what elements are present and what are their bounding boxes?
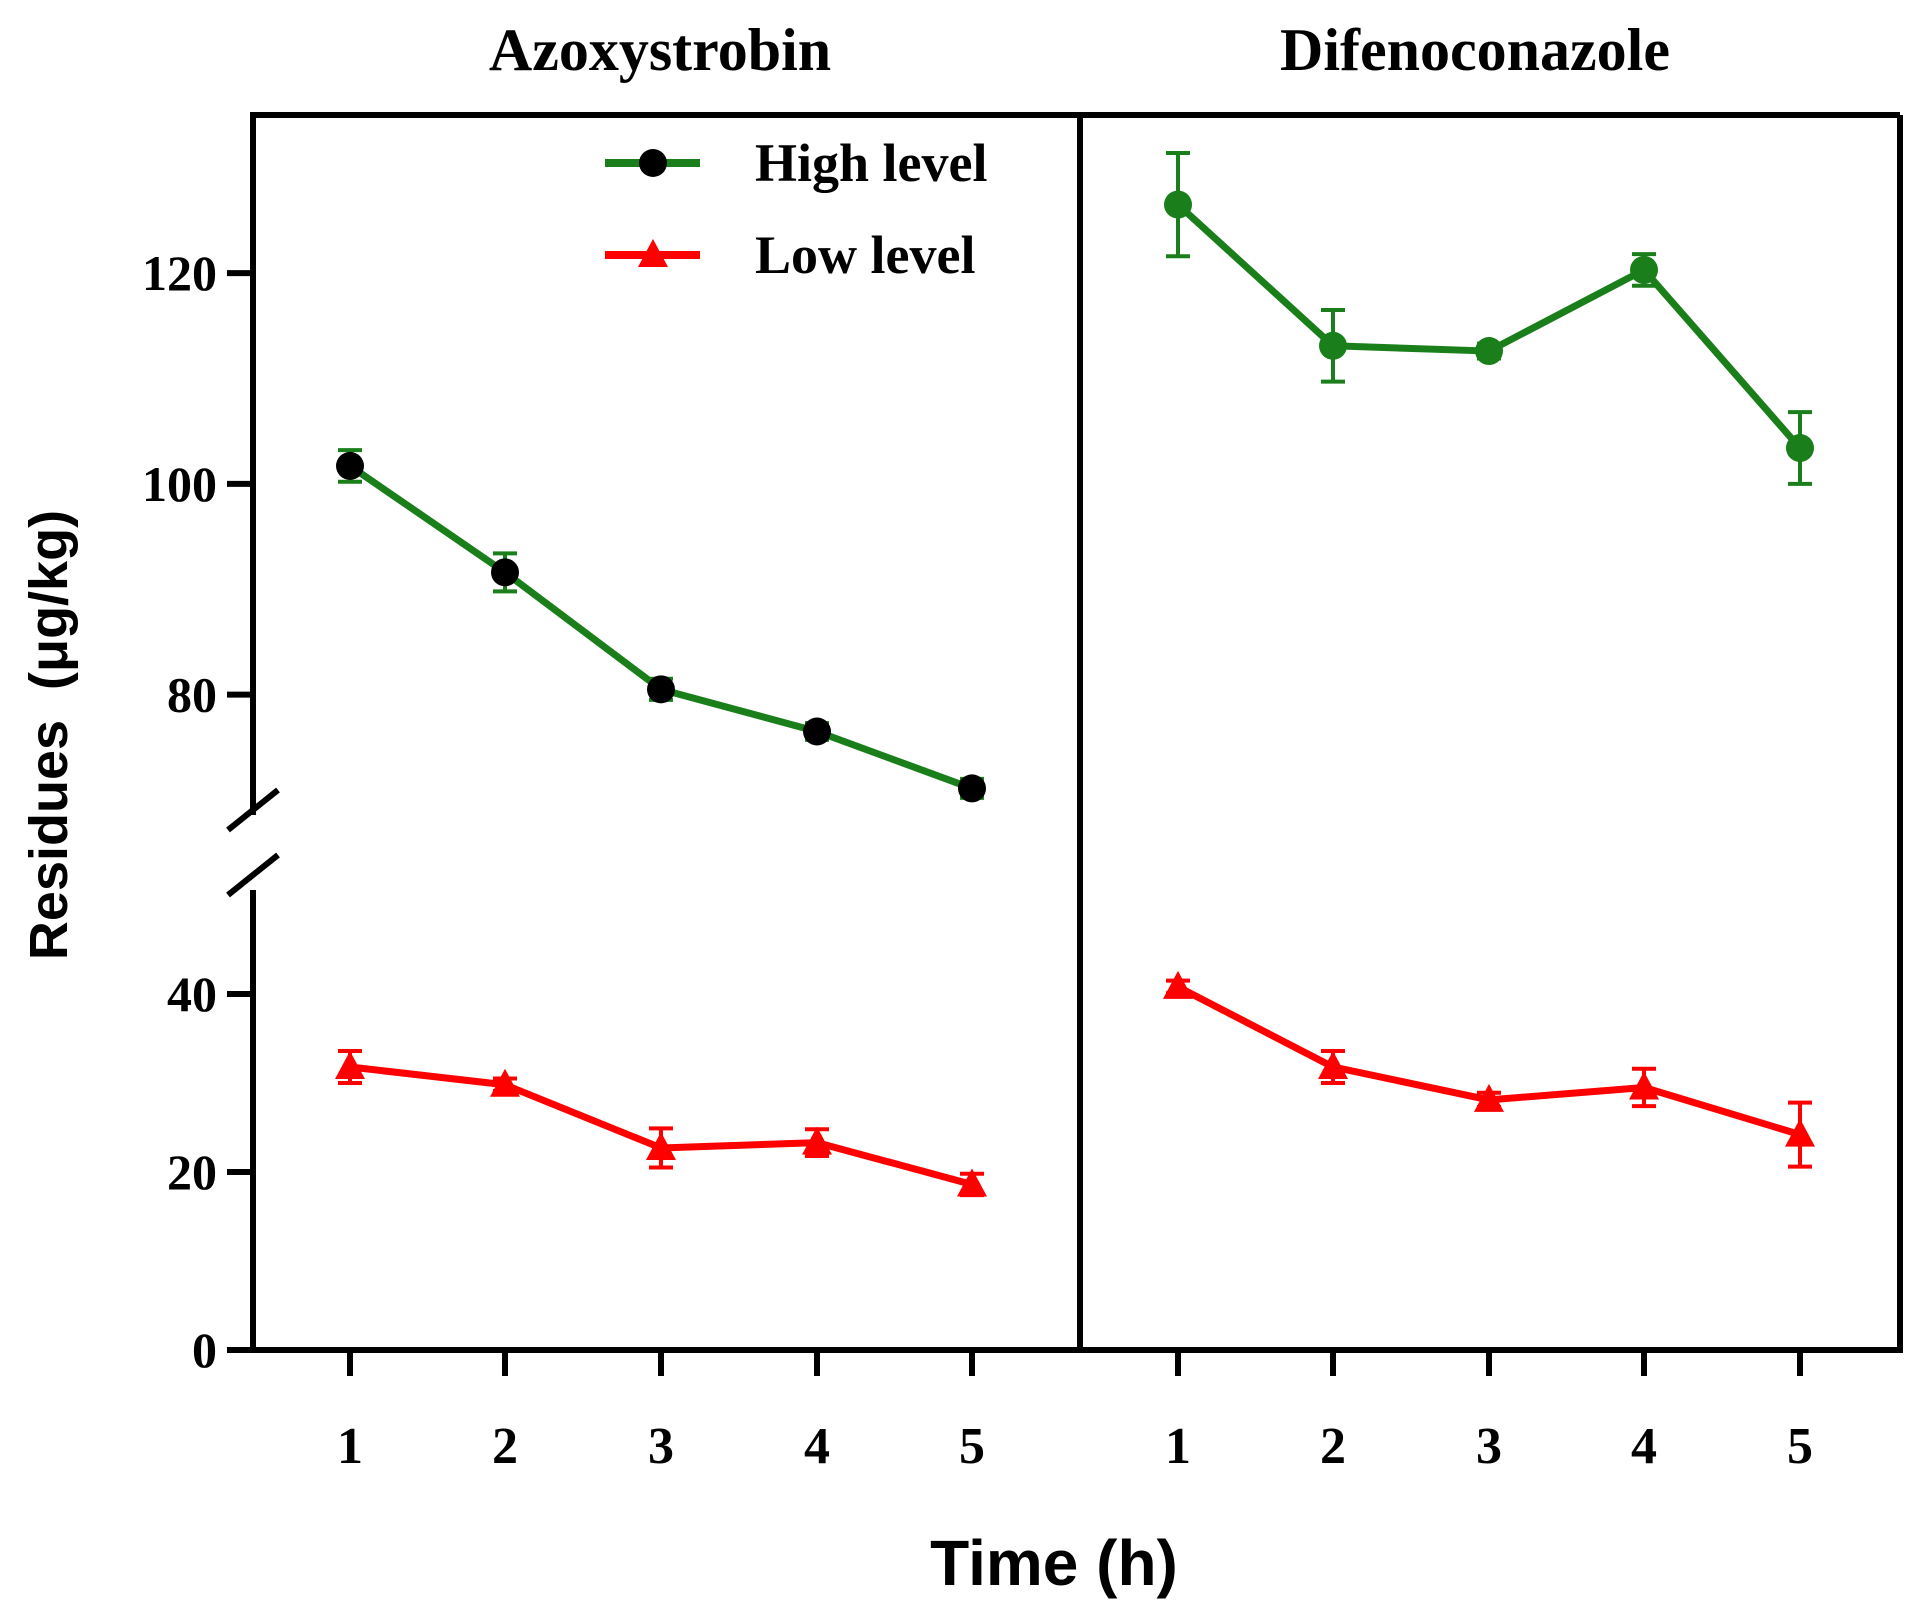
data-point xyxy=(1474,1083,1504,1112)
legend-marker-0 xyxy=(639,149,667,177)
plot-frame xyxy=(250,112,1903,1353)
series-1-low xyxy=(335,1048,987,1198)
x-axis-label: Time (h) xyxy=(930,1527,1178,1599)
y-tick-label-40: 40 xyxy=(167,966,217,1022)
legend: High level Low level xyxy=(605,133,987,285)
data-point xyxy=(957,1168,987,1197)
legend-label-1: Low level xyxy=(755,225,975,285)
x-tick-label-2-2: 2 xyxy=(1320,1418,1346,1475)
break-mark-upper xyxy=(226,787,280,833)
series-line xyxy=(1175,201,1803,451)
data-point xyxy=(335,1050,365,1079)
x-tick-label-2-1: 1 xyxy=(1165,1418,1191,1475)
data-point xyxy=(646,1131,676,1160)
data-point xyxy=(1786,434,1814,463)
data-point xyxy=(1319,331,1347,360)
y-axis-ticks: 0 20 40 80 100 120 xyxy=(142,245,253,1378)
x-tick-label-1-1: 1 xyxy=(337,1418,363,1475)
data-point xyxy=(1475,337,1503,366)
panel-title-1: Azoxystrobin xyxy=(489,17,831,83)
data-point xyxy=(336,451,364,480)
x-tick-label-1-3: 3 xyxy=(648,1418,674,1475)
x-tick-label-2-3: 3 xyxy=(1476,1418,1502,1475)
y-tick-label-80: 80 xyxy=(167,667,217,723)
data-point xyxy=(1318,1050,1348,1079)
y-tick-label-20: 20 xyxy=(167,1144,217,1200)
data-point xyxy=(647,675,675,704)
y-tick-label-100: 100 xyxy=(142,456,217,512)
data-point xyxy=(491,558,519,587)
y-axis-label: Residues (μg/kg) xyxy=(19,510,79,960)
legend-label-0: High level xyxy=(755,133,987,193)
data-point xyxy=(1785,1118,1815,1147)
data-point xyxy=(1630,255,1658,284)
y-tick-label-0: 0 xyxy=(192,1322,217,1378)
data-point xyxy=(1164,190,1192,219)
series-line xyxy=(348,463,974,792)
legend-marker-1 xyxy=(638,239,668,267)
x-tick-label-2-5: 5 xyxy=(1787,1418,1813,1475)
series-1-high xyxy=(336,448,986,803)
break-mark-lower xyxy=(226,852,280,898)
data-point xyxy=(490,1068,520,1097)
data-point xyxy=(958,774,986,803)
panel-titles: Azoxystrobin Difenoconazole xyxy=(489,17,1670,83)
x-tick-label-1-4: 4 xyxy=(804,1418,830,1475)
x-axis-ticks: 1 2 3 4 5 1 2 3 4 5 xyxy=(337,1350,1813,1475)
series-2-low xyxy=(1163,970,1815,1169)
data-point xyxy=(1629,1071,1659,1100)
x-tick-label-2-4: 4 xyxy=(1631,1418,1657,1475)
panel-title-2: Difenoconazole xyxy=(1280,17,1670,83)
series-layer xyxy=(335,150,1815,1198)
x-tick-label-1-2: 2 xyxy=(492,1418,518,1475)
data-point xyxy=(802,1126,832,1155)
series-2-high xyxy=(1164,150,1814,486)
data-point xyxy=(803,717,831,746)
series-line xyxy=(1176,983,1802,1138)
x-tick-label-1-5: 5 xyxy=(959,1418,985,1475)
y-tick-label-120: 120 xyxy=(142,245,217,301)
data-point xyxy=(1163,970,1193,999)
axis-break xyxy=(226,787,280,898)
